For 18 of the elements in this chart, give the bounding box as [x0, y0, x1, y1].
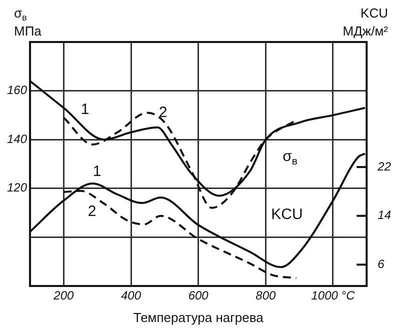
x-tick-label: 400 [120, 288, 142, 303]
annotation: KCU [271, 206, 303, 224]
annotation: 2 [88, 203, 96, 220]
annotation: 1 [80, 101, 90, 118]
y-tick-label: 140 [6, 132, 28, 146]
y2-tick-label: 22 [376, 159, 392, 174]
y-tick-label: 160 [6, 83, 28, 98]
y2-tick-label: 14 [378, 208, 392, 222]
x-tick-label: 600 [188, 288, 209, 303]
annotation: 2 [158, 104, 168, 122]
annotation: 1 [92, 163, 102, 180]
x-tick-label: 800 [256, 288, 276, 303]
y2-axis-title: KCU МДж/м² [342, 6, 389, 39]
y-tick-label: 120 [6, 180, 28, 195]
x-tick-label: 1000 °C [311, 288, 356, 303]
x-tick-label: 200 [52, 288, 74, 303]
y2-tick-label: 6 [378, 256, 385, 271]
x-axis-title: Температура нагрева [133, 310, 264, 325]
